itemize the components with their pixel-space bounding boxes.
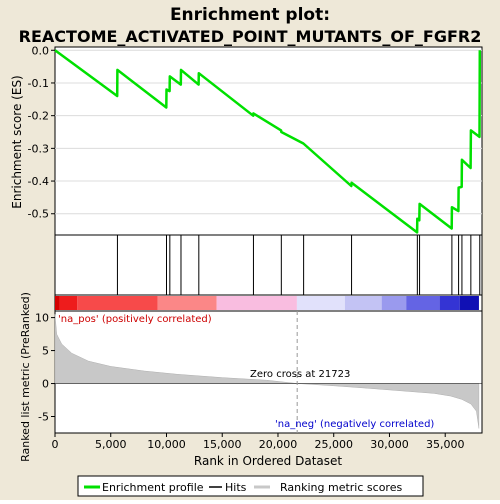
heatmap-segment (157, 296, 217, 310)
x-tick-label: 35,000 (426, 438, 465, 451)
x-axis-label: Rank in Ordered Dataset (194, 454, 342, 468)
heatmap-segment (344, 296, 382, 310)
es-ytick-label: 0.0 (32, 44, 50, 57)
heatmap-segment (439, 296, 460, 310)
es-ytick-label: -0.4 (28, 175, 49, 188)
x-tick-label: 10,000 (147, 438, 186, 451)
rank-heatmap (55, 296, 479, 310)
chart-title-line2: REACTOME_ACTIVATED_POINT_MUTANTS_OF_FGFR… (19, 27, 482, 46)
hit-markers (116, 235, 481, 295)
positive-label: 'na_pos' (positively correlated) (58, 314, 212, 325)
x-tick-label: 0 (52, 438, 59, 451)
metric-ytick-label: 0 (42, 378, 49, 391)
heatmap-segment (216, 296, 297, 310)
es-ytick-label: -0.5 (28, 208, 49, 221)
metric-ytick-label: 5 (42, 345, 49, 358)
hits-panel (54, 234, 483, 296)
es-ytick-label: -0.2 (28, 110, 49, 123)
axes: 0.0 -0.1 -0.2 -0.3 -0.4 -0.5 10 5 0 -5 0 5,000 10,00… (28, 44, 465, 451)
es-ytick-label: -0.1 (28, 77, 49, 90)
legend-es-label: Enrichment profile (102, 481, 204, 494)
heatmap-segment (296, 296, 345, 310)
metric-axis-label: Ranked list metric (PreRanked) (19, 292, 32, 462)
es-line (54, 49, 482, 234)
es-axis-label: Enrichment score (ES) (10, 75, 24, 208)
heatmap-segment (55, 296, 60, 310)
heatmap-segment (77, 296, 158, 310)
negative-label: 'na_neg' (negatively correlated) (275, 419, 434, 430)
es-panel (54, 46, 483, 236)
zero-cross-label: Zero cross at 21723 (250, 369, 350, 380)
legend: Enrichment profile Hits Ranking metric s… (77, 475, 424, 497)
metric-ytick-label: -5 (38, 411, 49, 424)
heatmap-segment (459, 296, 479, 310)
legend-metric-label: Ranking metric scores (280, 481, 402, 494)
es-line-group (54, 49, 482, 234)
legend-box (77, 475, 424, 497)
x-tick-label: 20,000 (259, 438, 298, 451)
legend-hits-label: Hits (225, 481, 247, 494)
heatmap-segment (59, 296, 78, 310)
ranked-metric-area (54, 311, 482, 433)
x-tick-label: 5,000 (95, 438, 127, 451)
x-tick-label: 15,000 (203, 438, 242, 451)
x-tick-label: 30,000 (370, 438, 409, 451)
es-gridlines (55, 49, 482, 215)
es-ytick-label: -0.3 (28, 142, 49, 155)
heatmap-segment (406, 296, 440, 310)
x-tick-label: 25,000 (314, 438, 353, 451)
metric-ytick-label: 10 (35, 312, 49, 325)
heatmap-segment (381, 296, 407, 310)
chart-title-line1: Enrichment plot: (170, 5, 330, 25)
